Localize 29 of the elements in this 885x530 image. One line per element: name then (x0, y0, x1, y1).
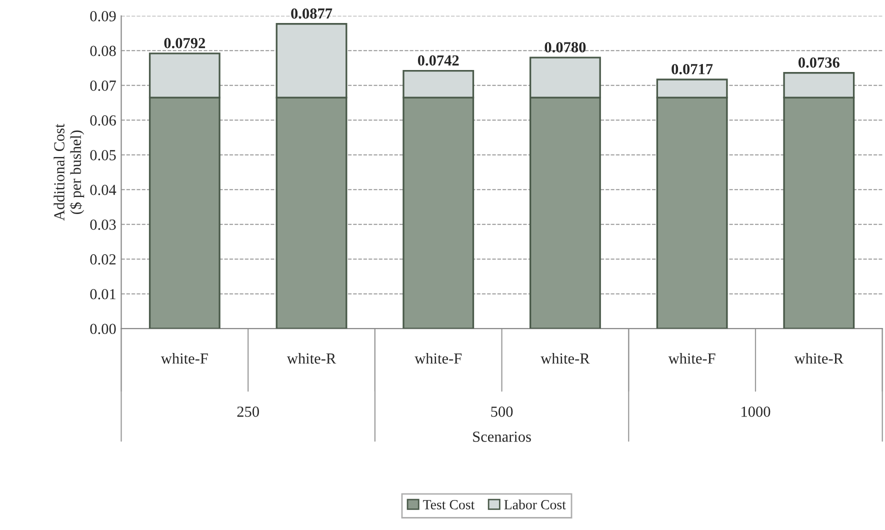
y-axis-title: Additional Cost ($ per bushel) (54, 124, 84, 221)
x-tick-label: white-R (540, 352, 590, 364)
y-tick-label: 0.01 (90, 288, 116, 300)
text: 1000 (742, 406, 770, 417)
legend-label: Test Cost (423, 500, 475, 510)
y-tick-label: 0.09 (90, 11, 116, 22)
total-label: 0.0792 (164, 38, 206, 48)
x-tick-label: white-F (414, 352, 462, 364)
y-tick-label: 0.00 (90, 324, 116, 334)
y-tick-label: 0.07 (90, 80, 116, 91)
x-tick-label: white-R (286, 352, 336, 364)
x-tick-label: white-F (160, 352, 208, 364)
y-tick-label: 0.02 (90, 254, 116, 265)
legend-label: Labor Cost (504, 500, 566, 510)
y-tick-label: 0.04 (90, 184, 116, 196)
y-tick-label: 0.06 (90, 115, 116, 126)
total-label: 0.0717 (672, 64, 713, 74)
y-tick-label: 0.08 (90, 46, 116, 56)
x-axis-title: Scenarios (473, 432, 531, 442)
total-label: 0.0780 (544, 42, 586, 52)
y-tick-label: 0.05 (90, 150, 116, 160)
text: 500 (491, 406, 513, 417)
total-label: 0.0877 (291, 8, 332, 19)
total-label: 0.0742 (418, 55, 459, 66)
x-tick-label: white-R (794, 352, 844, 364)
total-label: 0.0736 (798, 57, 840, 68)
x-tick-label: white-F (668, 352, 716, 364)
y-tick-label: 0.03 (90, 220, 116, 230)
text: 250 (237, 406, 259, 417)
